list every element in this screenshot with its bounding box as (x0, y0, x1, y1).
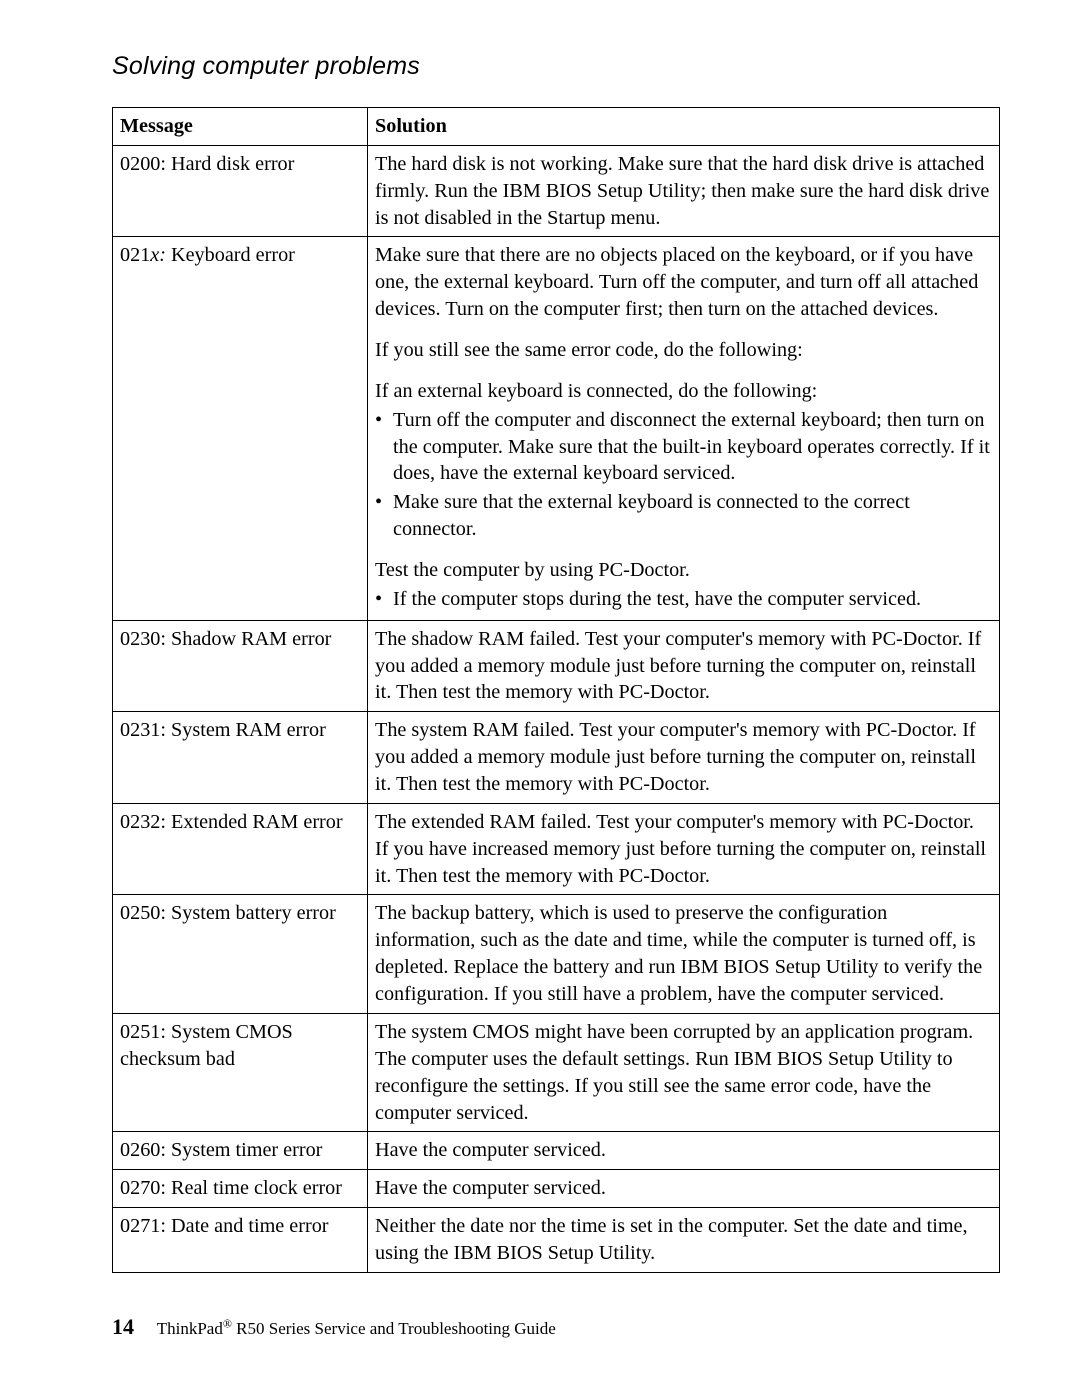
cell-solution: Neither the date nor the time is set in … (368, 1208, 1000, 1273)
table-row: 0251: System CMOS checksum bad The syste… (113, 1013, 1000, 1131)
page-footer: 14 ThinkPad® R50 Series Service and Trou… (112, 1314, 556, 1340)
error-table: Message Solution 0200: Hard disk error T… (112, 107, 1000, 1273)
cell-solution: The extended RAM failed. Test your compu… (368, 803, 1000, 895)
solution-text: Make sure that there are no objects plac… (375, 242, 992, 323)
table-row: 0230: Shadow RAM error The shadow RAM fa… (113, 620, 1000, 712)
registered-icon: ® (223, 1316, 232, 1330)
col-header-solution: Solution (368, 108, 1000, 146)
cell-solution: The hard disk is not working. Make sure … (368, 145, 1000, 237)
page: Solving computer problems Message Soluti… (0, 0, 1080, 1388)
table-header-row: Message Solution (113, 108, 1000, 146)
cell-message: 0260: System timer error (113, 1132, 368, 1170)
cell-message: 0232: Extended RAM error (113, 803, 368, 895)
cell-solution: Have the computer serviced. (368, 1132, 1000, 1170)
bullet-item: Make sure that the external keyboard is … (393, 489, 992, 543)
cell-solution: The system RAM failed. Test your compute… (368, 712, 1000, 804)
cell-message: 0251: System CMOS checksum bad (113, 1013, 368, 1131)
table-row: 0271: Date and time error Neither the da… (113, 1208, 1000, 1273)
solution-text: If you still see the same error code, do… (375, 337, 992, 364)
solution-text: Have the computer serviced. (375, 1137, 992, 1164)
cell-message: 0200: Hard disk error (113, 145, 368, 237)
bullet-list: Turn off the computer and disconnect the… (375, 407, 992, 543)
page-number: 14 (112, 1314, 134, 1339)
solution-text: The hard disk is not working. Make sure … (375, 151, 992, 232)
book-post: R50 Series Service and Troubleshooting G… (232, 1319, 556, 1338)
table-row: 0232: Extended RAM error The extended RA… (113, 803, 1000, 895)
cell-message: 0231: System RAM error (113, 712, 368, 804)
cell-solution: Make sure that there are no objects plac… (368, 237, 1000, 620)
cell-message: 0270: Real time clock error (113, 1170, 368, 1208)
cell-solution: Have the computer serviced. (368, 1170, 1000, 1208)
table-row: 0231: System RAM error The system RAM fa… (113, 712, 1000, 804)
table-row: 0270: Real time clock error Have the com… (113, 1170, 1000, 1208)
bullet-list: If the computer stops during the test, h… (375, 586, 992, 613)
table-row: 0250: System battery error The backup ba… (113, 895, 1000, 1013)
msg-post: Keyboard error (166, 244, 295, 266)
cell-message: 0271: Date and time error (113, 1208, 368, 1273)
running-head: Solving computer problems (112, 52, 1000, 81)
solution-text: Test the computer by using PC-Doctor. (375, 557, 992, 584)
cell-solution: The shadow RAM failed. Test your compute… (368, 620, 1000, 712)
solution-text: If an external keyboard is connected, do… (375, 378, 992, 405)
book-title: ThinkPad® R50 Series Service and Trouble… (157, 1319, 556, 1338)
solution-text: The shadow RAM failed. Test your compute… (375, 626, 992, 707)
cell-message: 0250: System battery error (113, 895, 368, 1013)
cell-solution: The system CMOS might have been corrupte… (368, 1013, 1000, 1131)
solution-text: The system CMOS might have been corrupte… (375, 1019, 992, 1126)
cell-message: 021x: Keyboard error (113, 237, 368, 620)
table-row: 0200: Hard disk error The hard disk is n… (113, 145, 1000, 237)
table-row: 021x: Keyboard error Make sure that ther… (113, 237, 1000, 620)
col-header-message: Message (113, 108, 368, 146)
solution-text: The system RAM failed. Test your compute… (375, 717, 992, 798)
table-row: 0260: System timer error Have the comput… (113, 1132, 1000, 1170)
cell-message: 0230: Shadow RAM error (113, 620, 368, 712)
cell-solution: The backup battery, which is used to pre… (368, 895, 1000, 1013)
book-pre: ThinkPad (157, 1319, 223, 1338)
msg-pre: 021 (120, 244, 150, 266)
solution-text: Have the computer serviced. (375, 1175, 992, 1202)
solution-text: The backup battery, which is used to pre… (375, 900, 992, 1007)
solution-text: The extended RAM failed. Test your compu… (375, 809, 992, 890)
solution-text: Neither the date nor the time is set in … (375, 1213, 992, 1267)
msg-ital: x: (150, 244, 166, 266)
bullet-item: Turn off the computer and disconnect the… (393, 407, 992, 488)
bullet-item: If the computer stops during the test, h… (393, 586, 992, 613)
